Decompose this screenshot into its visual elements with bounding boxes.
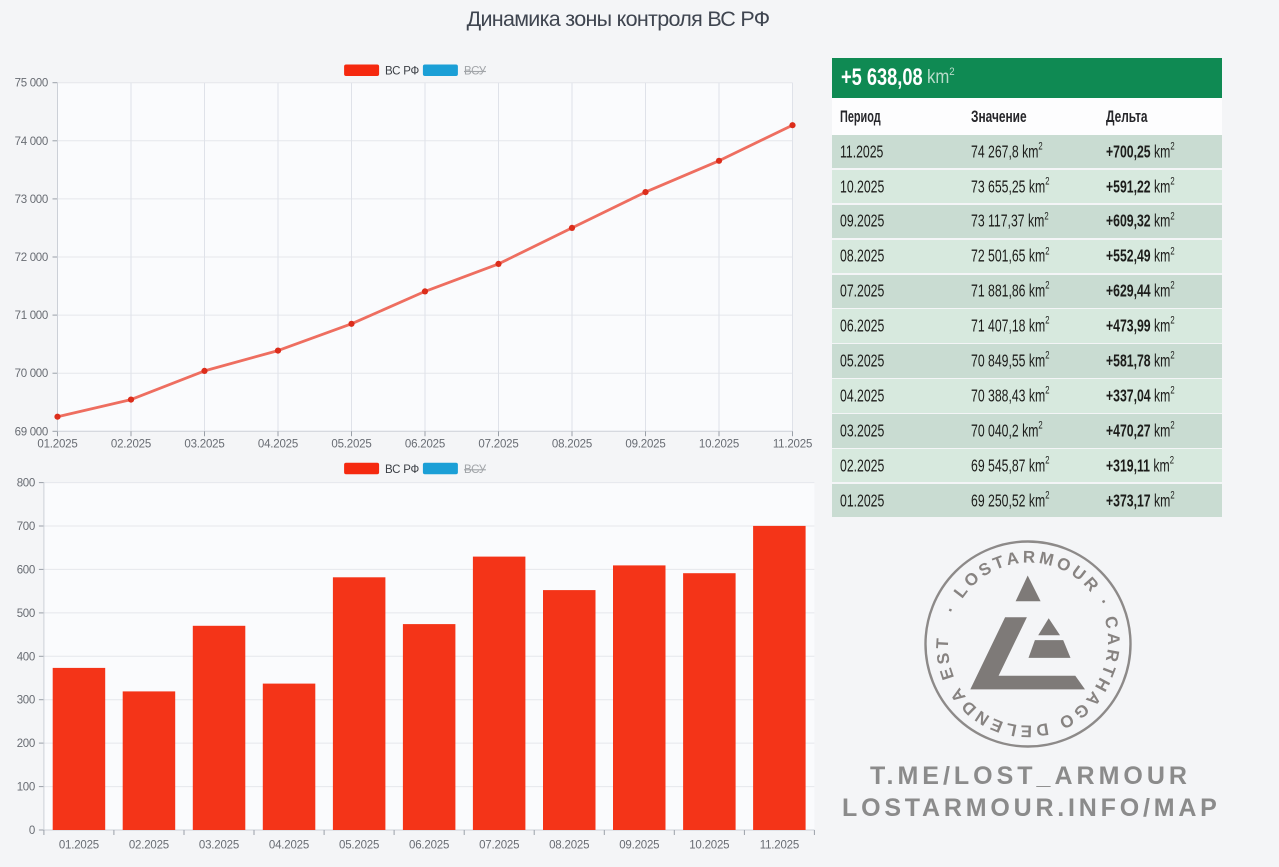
- svg-text:01.2025: 01.2025: [37, 439, 77, 451]
- svg-text:02.2025: 02.2025: [129, 840, 169, 852]
- svg-text:700: 700: [17, 521, 35, 533]
- svg-text:09.2025: 09.2025: [625, 439, 665, 451]
- svg-text:70 000: 70 000: [15, 368, 48, 380]
- svg-text:11.2025: 11.2025: [760, 840, 799, 852]
- svg-text:75 000: 75 000: [15, 78, 48, 90]
- svg-text:03.2025: 03.2025: [184, 439, 224, 451]
- svg-text:08.2025: 08.2025: [552, 439, 592, 451]
- svg-text:ВСУ: ВСУ: [464, 464, 487, 476]
- svg-text:05.2025: 05.2025: [331, 439, 371, 451]
- svg-text:04.2025: 04.2025: [258, 439, 298, 451]
- svg-text:07.2025: 07.2025: [478, 439, 518, 451]
- svg-text:ВС РФ: ВС РФ: [385, 464, 420, 476]
- svg-text:10.2025: 10.2025: [689, 840, 729, 852]
- svg-text:100: 100: [17, 782, 35, 794]
- svg-text:09.2025: 09.2025: [619, 840, 659, 852]
- svg-text:ВСУ: ВСУ: [464, 66, 487, 78]
- svg-text:600: 600: [17, 564, 35, 576]
- svg-text:0: 0: [29, 825, 35, 837]
- svg-text:02.2025: 02.2025: [111, 439, 151, 451]
- svg-text:300: 300: [17, 695, 35, 707]
- svg-text:07.2025: 07.2025: [479, 840, 519, 852]
- svg-text:73 000: 73 000: [15, 194, 48, 206]
- svg-text:200: 200: [17, 738, 35, 750]
- svg-text:69 000: 69 000: [15, 426, 48, 438]
- svg-text:04.2025: 04.2025: [269, 840, 309, 852]
- svg-text:08.2025: 08.2025: [549, 840, 589, 852]
- svg-text:06.2025: 06.2025: [405, 439, 445, 451]
- svg-text:ВС РФ: ВС РФ: [385, 66, 420, 78]
- svg-text:01.2025: 01.2025: [59, 840, 99, 852]
- svg-text:74 000: 74 000: [15, 136, 48, 148]
- svg-text:05.2025: 05.2025: [339, 840, 379, 852]
- svg-text:71 000: 71 000: [15, 310, 48, 322]
- svg-text:03.2025: 03.2025: [199, 840, 239, 852]
- svg-text:400: 400: [17, 651, 35, 663]
- svg-text:500: 500: [17, 608, 35, 620]
- svg-text:10.2025: 10.2025: [699, 439, 739, 451]
- svg-text:11.2025: 11.2025: [773, 439, 812, 451]
- svg-text:06.2025: 06.2025: [409, 840, 449, 852]
- svg-text:72 000: 72 000: [15, 252, 48, 264]
- svg-text:800: 800: [17, 478, 35, 490]
